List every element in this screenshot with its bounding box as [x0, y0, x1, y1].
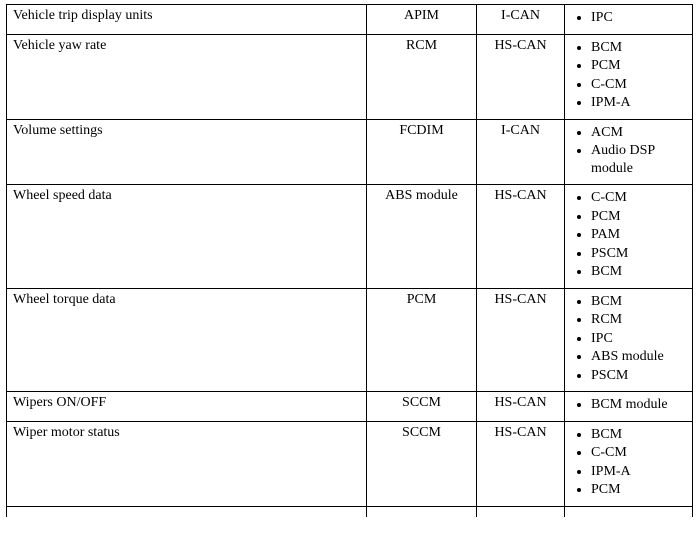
receiver-item: PCM: [591, 481, 686, 500]
cell-source: PCM: [367, 288, 477, 392]
cell-source: SCCM: [367, 421, 477, 506]
cell-bus: HS-CAN: [477, 288, 565, 392]
receiver-item: BCM: [591, 293, 686, 312]
cell-bus: HS-CAN: [477, 421, 565, 506]
receiver-item: BCM: [591, 263, 686, 282]
cell-receivers: BCMRCMIPCABS modulePSCM: [565, 288, 693, 392]
table-row: Volume settingsFCDIMI-CANACMAudio DSP mo…: [7, 119, 693, 185]
table-row: Wheel speed dataABS moduleHS-CANC-CMPCMP…: [7, 185, 693, 289]
receiver-item: PAM: [591, 226, 686, 245]
cell-bus: I-CAN: [477, 5, 565, 35]
receiver-item: BCM module: [591, 396, 686, 415]
signal-bus-table: Vehicle trip display unitsAPIMI-CANIPCVe…: [6, 4, 693, 517]
cell-receivers: BCM module: [565, 392, 693, 422]
cell-bus: HS-CAN: [477, 185, 565, 289]
cell-empty: [7, 506, 367, 517]
receiver-list: IPC: [571, 9, 686, 28]
receiver-item: IPC: [591, 330, 686, 349]
cell-signal: Wheel torque data: [7, 288, 367, 392]
receiver-item: PSCM: [591, 245, 686, 264]
receiver-item: IPC: [591, 9, 686, 28]
table-row: Wheel torque dataPCMHS-CANBCMRCMIPCABS m…: [7, 288, 693, 392]
receiver-item: BCM: [591, 39, 686, 58]
receiver-item: PCM: [591, 57, 686, 76]
receiver-item: Audio DSP module: [591, 142, 686, 178]
cell-signal: Wheel speed data: [7, 185, 367, 289]
cell-bus: HS-CAN: [477, 392, 565, 422]
receiver-item: IPM-A: [591, 94, 686, 113]
cell-bus: HS-CAN: [477, 34, 565, 119]
cell-source: FCDIM: [367, 119, 477, 185]
receiver-list: BCMPCMC-CMIPM-A: [571, 39, 686, 113]
cell-receivers: BCMPCMC-CMIPM-A: [565, 34, 693, 119]
table-row: Wiper motor statusSCCMHS-CANBCMC-CMIPM-A…: [7, 421, 693, 506]
cell-bus: I-CAN: [477, 119, 565, 185]
receiver-item: PCM: [591, 208, 686, 227]
receiver-item: C-CM: [591, 189, 686, 208]
cell-receivers: ACMAudio DSP module: [565, 119, 693, 185]
table-row: Wipers ON/OFFSCCMHS-CAN BCM module: [7, 392, 693, 422]
receiver-item: C-CM: [591, 76, 686, 95]
cell-signal: Wipers ON/OFF: [7, 392, 367, 422]
receiver-item: IPM-A: [591, 463, 686, 482]
cell-source: ABS module: [367, 185, 477, 289]
table-row: Vehicle yaw rateRCMHS-CANBCMPCMC-CMIPM-A: [7, 34, 693, 119]
cell-source: SCCM: [367, 392, 477, 422]
cell-source: RCM: [367, 34, 477, 119]
cell-signal: Volume settings: [7, 119, 367, 185]
cell-source: APIM: [367, 5, 477, 35]
table-row: Vehicle trip display unitsAPIMI-CAN IPC: [7, 5, 693, 35]
receiver-item: ACM: [591, 124, 686, 143]
cell-receivers: C-CMPCMPAMPSCMBCM: [565, 185, 693, 289]
receiver-list: BCMC-CMIPM-APCM: [571, 426, 686, 500]
receiver-list: ACMAudio DSP module: [571, 124, 686, 179]
cell-signal: Vehicle trip display units: [7, 5, 367, 35]
receiver-list: C-CMPCMPAMPSCMBCM: [571, 189, 686, 282]
cell-empty: [565, 506, 693, 517]
cell-signal: Wiper motor status: [7, 421, 367, 506]
cell-receivers: BCMC-CMIPM-APCM: [565, 421, 693, 506]
table-row-open: [7, 506, 693, 517]
receiver-list: BCM module: [571, 396, 686, 415]
receiver-item: BCM: [591, 426, 686, 445]
receiver-item: C-CM: [591, 444, 686, 463]
receiver-list: BCMRCMIPCABS modulePSCM: [571, 293, 686, 386]
cell-empty: [367, 506, 477, 517]
receiver-item: RCM: [591, 311, 686, 330]
receiver-item: PSCM: [591, 367, 686, 386]
receiver-item: ABS module: [591, 348, 686, 367]
cell-empty: [477, 506, 565, 517]
cell-receivers: IPC: [565, 5, 693, 35]
cell-signal: Vehicle yaw rate: [7, 34, 367, 119]
table-container: Vehicle trip display unitsAPIMI-CANIPCVe…: [0, 0, 698, 517]
